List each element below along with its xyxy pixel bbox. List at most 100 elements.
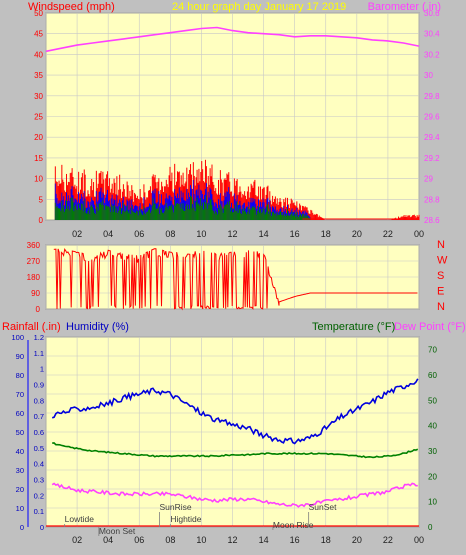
rainfall-tick-labels: 1.2 1.1 1 0.9 0.8 0.7 0.6 0.5 0.4 0.3 0.2 0.1 0 [34, 333, 44, 532]
barometer-tick: 29 [424, 175, 433, 184]
barometer-tick: 29.6 [424, 113, 440, 122]
hour-tick-label: 18 [321, 229, 331, 239]
direction-tick: 270 [27, 257, 41, 266]
humidity-tick: 20 [16, 485, 24, 494]
humidity-line [51, 378, 419, 445]
rainfall-tick: 0.8 [34, 396, 44, 405]
hour-tick-label: 20 [352, 535, 362, 545]
compass-label: N [437, 301, 445, 313]
graph-title: 24 hour graph day January 17 2019 [172, 1, 346, 13]
hour-tick-label: 00 [414, 229, 424, 239]
hour-tick-label: 16 [290, 535, 300, 545]
temperature-tick: 10 [428, 498, 437, 507]
rainfall-axis-label: Rainfall (.in) [2, 321, 61, 333]
humidity-tick: 90 [16, 352, 24, 361]
humidity-tick: 50 [16, 428, 24, 437]
event-label: Moon Set [99, 526, 136, 536]
hour-tick-label: 10 [196, 229, 206, 239]
dewpoint-axis-label: Dew Point (°F) [394, 321, 466, 333]
temperature-tick-labels: 70 60 50 40 30 20 10 0 [428, 346, 437, 532]
barometer-tick: 30.2 [424, 50, 440, 59]
rainfall-tick: 0.9 [34, 381, 44, 390]
event-label: Lowtide [65, 514, 95, 524]
hour-tick-label: 02 [72, 229, 82, 239]
rainfall-tick: 0.5 [34, 444, 44, 453]
windspeed-tick: 5 [39, 195, 44, 204]
hour-tick-label: 22 [383, 229, 393, 239]
hour-tick-label: 02 [72, 535, 82, 545]
hour-tick-label: 20 [352, 229, 362, 239]
rainfall-tick: 0.3 [34, 476, 44, 485]
temperature-line [52, 442, 419, 459]
windspeed-series [54, 159, 420, 220]
hour-tick-label: 22 [383, 535, 393, 545]
barometer-tick: 30 [424, 71, 433, 80]
barometer-tick: 29.4 [424, 133, 440, 142]
event-label: SunRise [159, 502, 191, 512]
windspeed-tick: 20 [34, 133, 43, 142]
humidity-tick: 60 [16, 409, 24, 418]
humidity-tick: 70 [16, 390, 24, 399]
hour-tick-label: 08 [165, 535, 175, 545]
wind-direction-line [53, 248, 418, 311]
windspeed-axis-label: Windspeed (mph) [28, 1, 115, 13]
rainfall-tick: 0.7 [34, 412, 44, 421]
direction-tick: 90 [31, 289, 40, 298]
barometer-tick: 29.2 [424, 154, 440, 163]
hour-tick-label: 12 [227, 229, 237, 239]
wind-panel-hour-labels: 02 04 06 08 10 12 14 16 18 20 22 00 [72, 229, 424, 239]
barometer-tick-labels: 30.6 30.4 30.2 30 29.8 29.6 29.4 29.2 29 28.8 28.6 [424, 9, 440, 225]
windspeed-tick: 35 [34, 71, 43, 80]
windspeed-tick: 25 [34, 113, 43, 122]
hour-tick-label: 16 [290, 229, 300, 239]
hour-tick-label: 06 [134, 229, 144, 239]
barometer-line [45, 26, 420, 53]
hour-tick-label: 04 [103, 229, 113, 239]
temperature-tick: 40 [428, 422, 437, 431]
compass-label: S [437, 270, 444, 282]
hour-tick-label: 08 [165, 229, 175, 239]
humidity-axis-label: Humidity (%) [66, 321, 129, 333]
astronomy-tide-events: Lowtide Moon Set SunRise Hightide Moon Rise S… [64, 502, 338, 536]
rainfall-tick: 0 [40, 523, 44, 532]
event-label: Moon Rise [273, 520, 314, 530]
rainfall-tick: 1.2 [34, 333, 44, 342]
rainfall-tick: 1 [40, 365, 44, 374]
barometer-tick: 29.8 [424, 92, 440, 101]
temperature-tick: 0 [428, 523, 433, 532]
temperature-tick: 60 [428, 371, 437, 380]
temperature-tick: 20 [428, 472, 437, 481]
rainfall-tick: 0.4 [34, 460, 44, 469]
hour-tick-label: 12 [227, 535, 237, 545]
humidity-tick: 30 [16, 466, 24, 475]
direction-tick: 0 [36, 305, 41, 314]
barometer-tick: 28.8 [424, 195, 440, 204]
climate-panel-hour-labels: 02 04 06 08 10 12 14 16 18 20 22 00 [72, 535, 424, 545]
dewpoint-line [51, 482, 418, 508]
windspeed-tick: 30 [34, 92, 43, 101]
humidity-tick: 40 [16, 447, 24, 456]
compass-label: E [437, 286, 444, 298]
barometer-tick: 30.4 [424, 30, 440, 39]
windspeed-tick: 15 [34, 154, 43, 163]
windspeed-tick: 50 [34, 9, 43, 18]
humidity-tick: 0 [20, 523, 24, 532]
windspeed-tick: 45 [34, 30, 43, 39]
direction-tick: 360 [27, 241, 41, 250]
windspeed-tick: 40 [34, 50, 43, 59]
event-label: Hightide [170, 514, 201, 524]
compass-label: W [437, 255, 448, 267]
wind-direction-series [53, 248, 418, 311]
hour-tick-label: 18 [321, 535, 331, 545]
rainfall-tick: 1.1 [34, 349, 44, 358]
hour-tick-label: 14 [259, 535, 269, 545]
rainfall-tick: 0.6 [34, 428, 44, 437]
event-label: SunSet [309, 502, 338, 512]
rainfall-tick: 0.2 [34, 491, 44, 500]
temperature-tick: 70 [428, 346, 437, 355]
rainfall-tick: 0.1 [34, 507, 44, 516]
hour-tick-label: 06 [134, 535, 144, 545]
climate-panel-grid [45, 336, 420, 528]
